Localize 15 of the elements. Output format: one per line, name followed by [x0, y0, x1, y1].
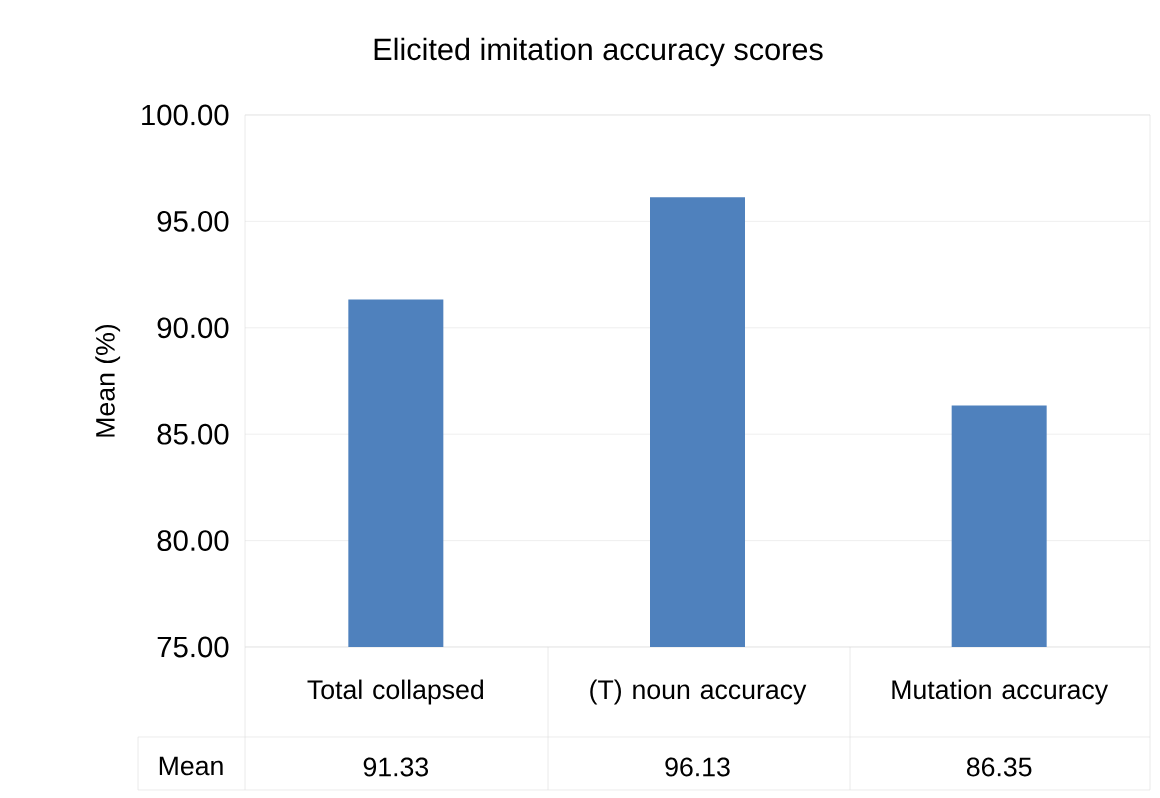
text: Mean: [159, 756, 223, 776]
y-tick-label: 100.00: [142, 104, 229, 126]
y-tick-label: 75.00: [157, 636, 229, 658]
y-tick-label: 80.00: [157, 530, 229, 551]
data-label: 86.35: [966, 757, 1032, 777]
chart-title: Elicited imitation accuracy scores: [374, 37, 823, 67]
y-tick-label: 90.00: [157, 317, 229, 339]
y-axis-title: Mean (%): [95, 324, 121, 437]
y-tick-label: 85.00: [157, 423, 229, 445]
x-tick-label: Mutation accuracy: [892, 679, 1109, 705]
data-label: 91.33: [363, 757, 429, 777]
data-label: 96.13: [665, 757, 730, 777]
y-tick-label: 95.00: [157, 210, 229, 232]
x-tick-label: (T) noun accuracy: [590, 679, 807, 705]
x-tick-label: Total collapsed: [307, 679, 484, 705]
